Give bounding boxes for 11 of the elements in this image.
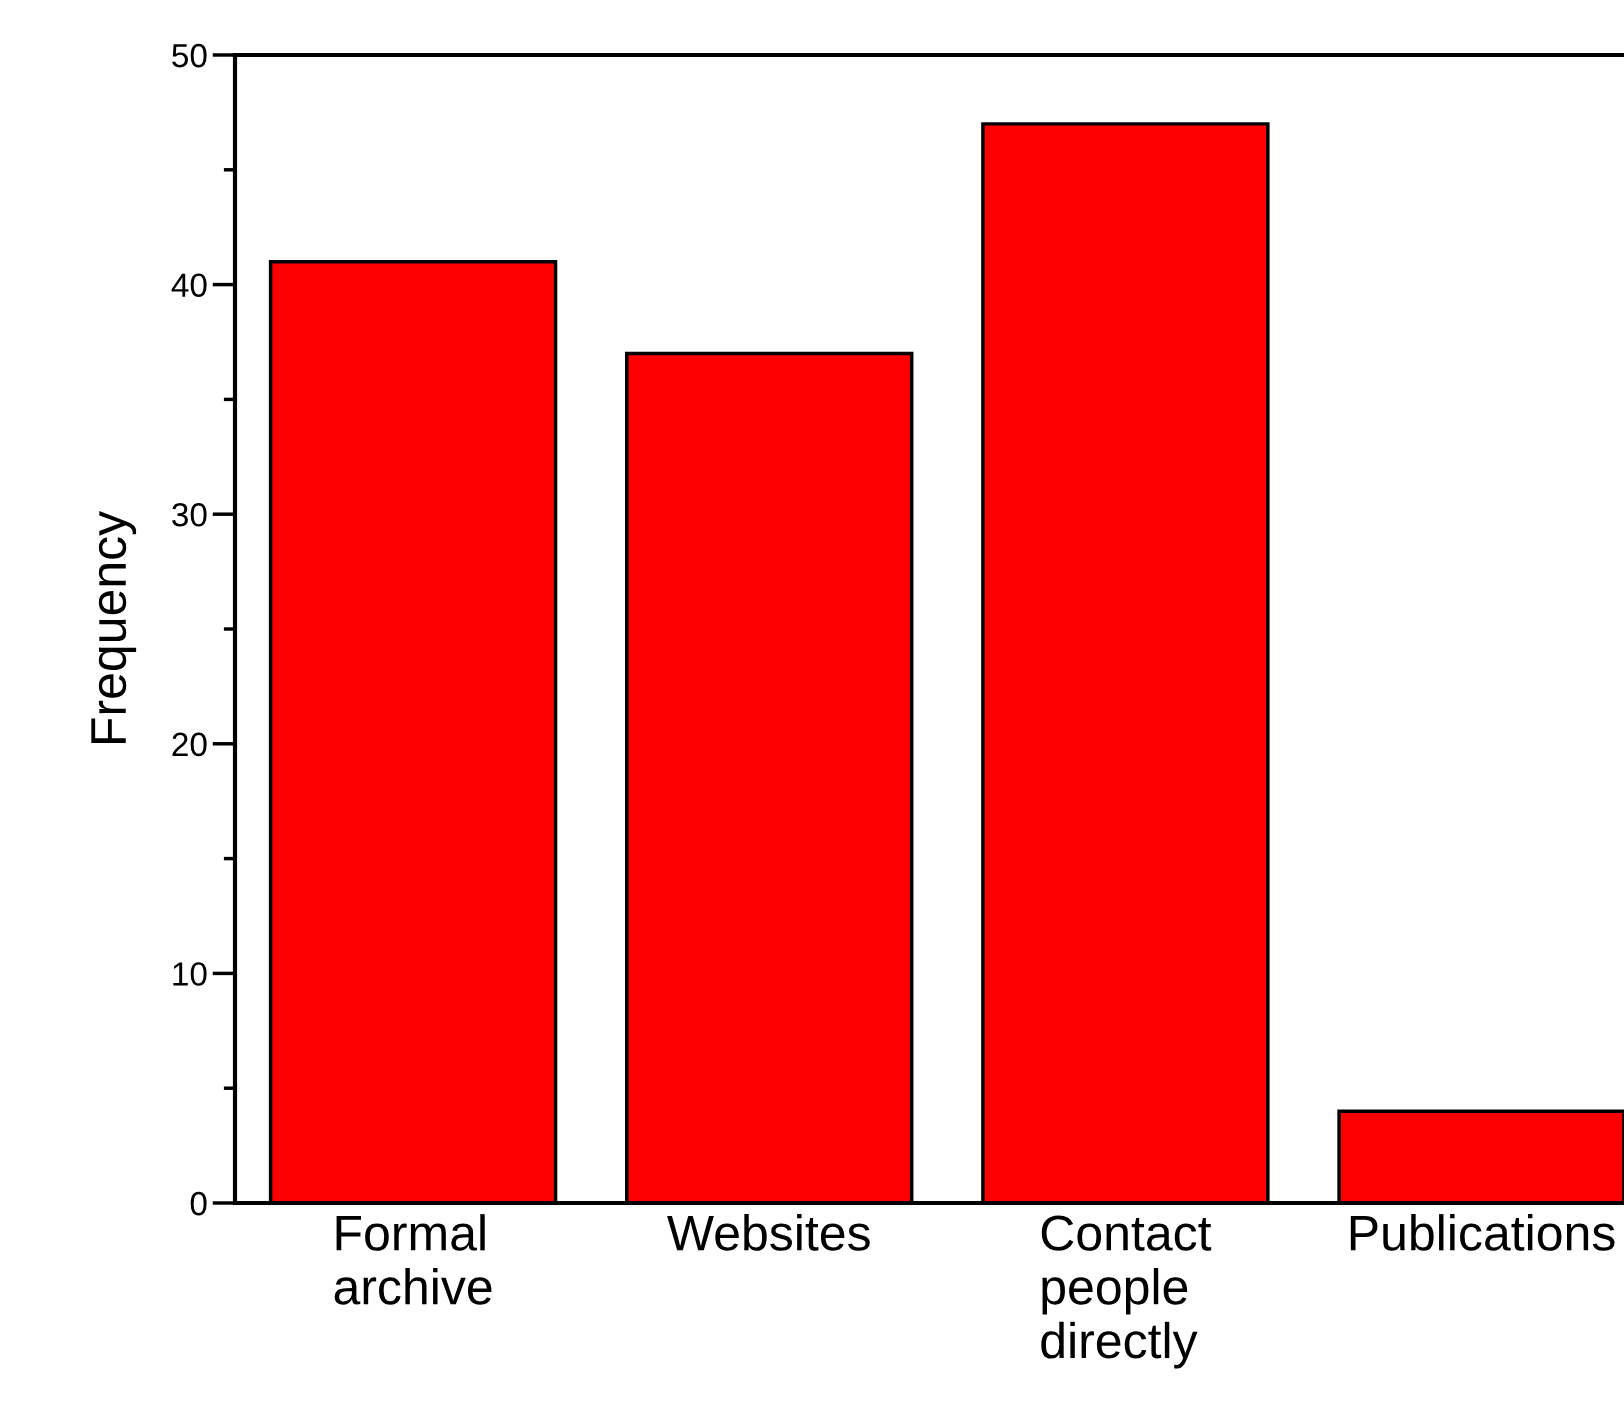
- y-tick-label: 50: [172, 43, 207, 68]
- y-axis-title: Frequency: [91, 510, 137, 743]
- y-tick-label: 30: [172, 503, 207, 527]
- x-tick-label: Websites: [667, 1214, 870, 1251]
- y-tick-label: 10: [173, 962, 207, 986]
- y-tick-label: 40: [171, 273, 207, 298]
- x-tick-label: Contact people directly: [1041, 1215, 1212, 1369]
- y-tick-label: 20: [172, 732, 207, 757]
- x-tick-label: Formal archive: [334, 1214, 492, 1305]
- y-tick-label: 0: [190, 1191, 207, 1216]
- x-tick-label: Publications: [1350, 1214, 1615, 1251]
